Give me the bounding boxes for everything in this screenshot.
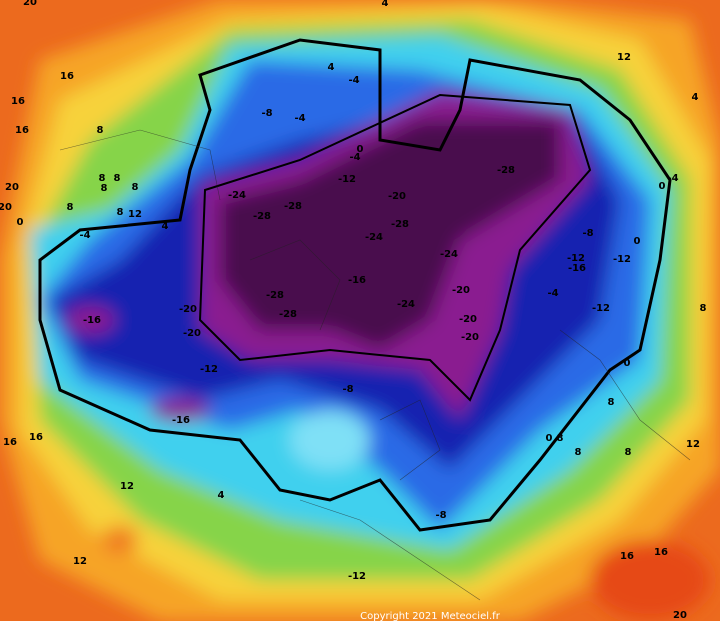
- contour-label: -28: [253, 211, 271, 222]
- contour-label: 12: [73, 556, 87, 567]
- contour-label: 16: [620, 551, 634, 562]
- contour-label: 16: [15, 125, 29, 136]
- contour-label: 12: [120, 481, 134, 492]
- contour-label: 4: [382, 0, 389, 9]
- contour-label: 0: [17, 217, 24, 228]
- contour-label: 4: [692, 92, 699, 103]
- contour-label: -12: [613, 254, 631, 265]
- contour-label: 8: [700, 303, 707, 314]
- contour-label: -20: [388, 191, 406, 202]
- contour-label: -8: [435, 510, 446, 521]
- contour-label: -20: [452, 285, 470, 296]
- contour-label: -12: [338, 174, 356, 185]
- contour-label: -28: [391, 219, 409, 230]
- contour-label: -20: [461, 332, 479, 343]
- contour-label: -20: [459, 314, 477, 325]
- contour-label: 16: [60, 71, 74, 82]
- contour-label: 4: [328, 62, 335, 73]
- contour-label: -24: [228, 190, 246, 201]
- contour-label: -4: [348, 75, 359, 86]
- contour-label: 8: [132, 182, 139, 193]
- contour-label: 16: [29, 432, 43, 443]
- contour-label: 0: [624, 358, 631, 369]
- contour-label: 0: [634, 236, 641, 247]
- contour-label: -20: [179, 304, 197, 315]
- contour-label: 0: [357, 144, 364, 155]
- contour-label: 4: [162, 221, 169, 232]
- contour-label: 16: [3, 437, 17, 448]
- contour-label: -4: [349, 152, 360, 163]
- contour-label: -8: [261, 108, 272, 119]
- contour-label: 12: [128, 209, 142, 220]
- contour-label: 8: [557, 433, 564, 444]
- contour-label: -24: [440, 249, 458, 260]
- coastlines: [59, 129, 691, 601]
- contour-label: 16: [11, 96, 25, 107]
- contour-label: 0: [659, 181, 666, 192]
- contour-label: -16: [172, 415, 190, 426]
- contour-label: -24: [397, 299, 415, 310]
- contour-label: -24: [365, 232, 383, 243]
- contour-label: -28: [284, 201, 302, 212]
- contour-label: -28: [279, 309, 297, 320]
- contour-label: -20: [183, 328, 201, 339]
- contour-label: -16: [348, 275, 366, 286]
- contour-label: 16: [654, 547, 668, 558]
- contour-label: -4: [79, 230, 90, 241]
- contour-label: 8: [97, 125, 104, 136]
- contour-label: -12: [592, 303, 610, 314]
- contour-label: 8: [114, 173, 121, 184]
- contour-label: 8: [575, 447, 582, 458]
- contour-label: -12: [348, 571, 366, 582]
- zero-contour: [38, 38, 672, 532]
- contour-label: 8: [67, 202, 74, 213]
- contour-label: 20: [23, 0, 37, 8]
- contour-label: -28: [266, 290, 284, 301]
- contour-label: 0: [546, 433, 553, 444]
- contour-label: -12: [567, 253, 585, 264]
- contour-label: 12: [686, 439, 700, 450]
- contour-label: 4: [218, 490, 225, 501]
- contour-label: -8: [582, 228, 593, 239]
- minus-20-contour: [198, 93, 592, 402]
- contour-label: 20: [0, 202, 12, 213]
- contour-label: -4: [547, 288, 558, 299]
- contour-label: -16: [568, 263, 586, 274]
- contour-label: -16: [83, 315, 101, 326]
- contour-label: 8: [101, 183, 108, 194]
- contour-label: 8: [117, 207, 124, 218]
- contour-label: 20: [673, 610, 687, 621]
- contour-label: 8: [99, 173, 106, 184]
- copyright: Copyright 2021 Meteociel.fr: [360, 611, 501, 621]
- contour-label: -28: [497, 165, 515, 176]
- contour-label: 20: [5, 182, 19, 193]
- contour-label: -8: [342, 384, 353, 395]
- contour-label: -4: [667, 173, 678, 184]
- contour-label: 12: [617, 52, 631, 63]
- contour-label: -4: [294, 113, 305, 124]
- contour-label: 8: [625, 447, 632, 458]
- contour-label: -12: [200, 364, 218, 375]
- contour-label: 8: [608, 397, 615, 408]
